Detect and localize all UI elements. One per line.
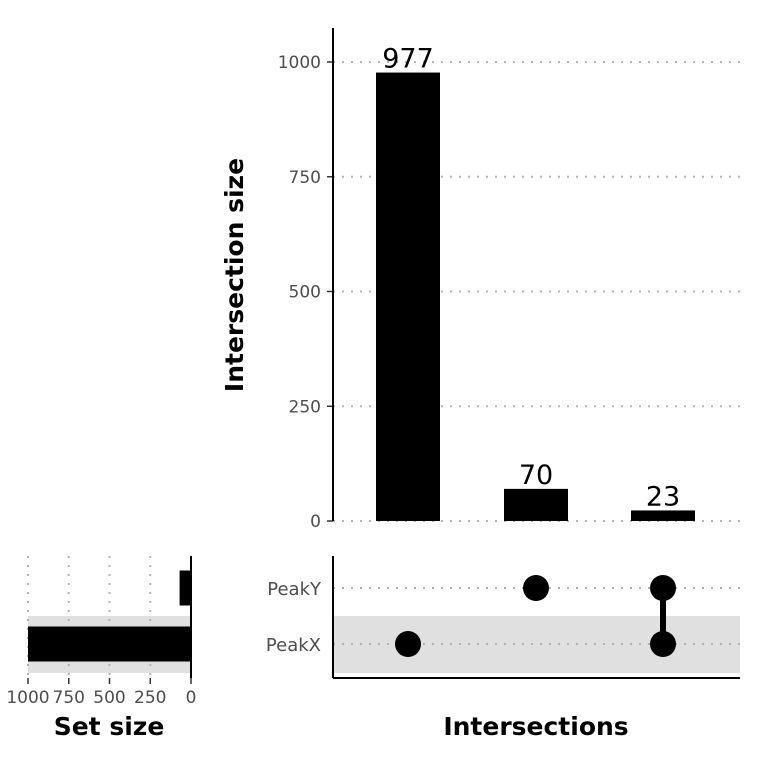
intersection-matrix-panel: PeakY PeakX (266, 556, 740, 679)
x-tick-label: 1000 (6, 688, 49, 708)
set-size-bar (28, 626, 191, 662)
y-tick-label: 750 (289, 168, 321, 188)
intersection-bar (376, 72, 440, 521)
bar-value-label: 70 (519, 460, 553, 491)
set-size-bar (179, 570, 191, 606)
set-label: PeakX (266, 635, 321, 656)
intersection-bar (631, 510, 695, 521)
set-label: PeakY (267, 579, 322, 600)
intersections-axis-title: Intersections (443, 712, 628, 741)
x-tick-label: 0 (186, 688, 197, 708)
intersection-bar (504, 488, 568, 521)
x-tick-label: 500 (93, 688, 125, 708)
matrix-row-shade (333, 616, 740, 673)
intersection-size-panel: 0 250 500 750 1000 977 70 23 (278, 28, 740, 532)
x-tick-label: 750 (53, 688, 85, 708)
set-size-panel: 1000 750 500 250 0 (6, 556, 196, 708)
y-tick-label: 1000 (278, 53, 321, 73)
matrix-dot (650, 631, 676, 657)
intersection-size-axis-title: Intersection size (220, 158, 249, 392)
set-size-axis-title: Set size (54, 712, 165, 741)
matrix-dot (523, 575, 549, 601)
x-tick-label: 250 (134, 688, 166, 708)
matrix-dot (650, 575, 676, 601)
bar-value-label: 23 (646, 481, 680, 512)
y-tick-label: 500 (289, 283, 321, 303)
bar-value-label: 977 (382, 44, 434, 75)
matrix-dot (395, 631, 421, 657)
y-tick-label: 0 (310, 512, 321, 532)
y-tick-label: 250 (289, 397, 321, 417)
